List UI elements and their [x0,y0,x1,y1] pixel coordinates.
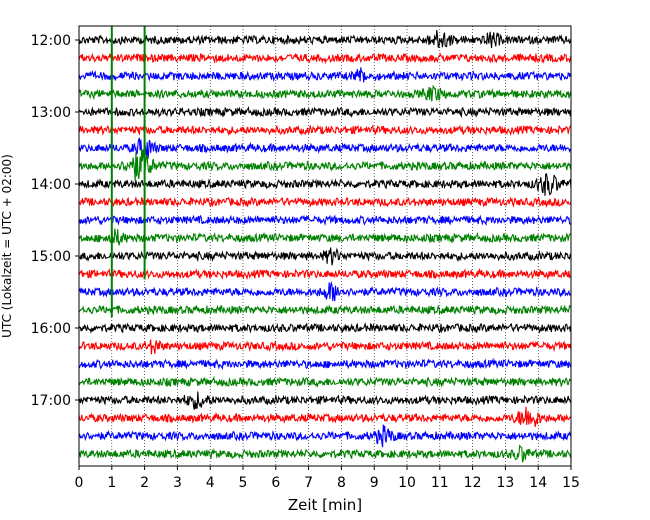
x-tick-label: 11 [431,475,449,491]
x-gridlines [111,26,539,466]
y-tick-label: 12:00 [31,33,71,49]
x-tick-label: 0 [75,475,84,491]
x-tick-label: 7 [304,475,313,491]
trace-line [78,84,572,102]
y-axis-ticks: 12:00 13:00 14:00 15:00 16:00 17:00 [31,33,79,409]
y-tick-label: 14:00 [31,177,71,193]
trace-line [78,149,572,181]
x-tick-label: 10 [398,475,416,491]
trace-line [78,52,572,65]
trace-line [78,391,572,410]
x-tick-label: 15 [562,475,580,491]
x-tick-label: 2 [140,475,149,491]
x-tick-label: 12 [464,475,482,491]
trace-line [78,137,572,161]
trace-line [78,105,572,119]
y-tick-label: 15:00 [31,249,71,265]
trace-line [78,444,572,463]
trace-line [78,267,572,281]
trace-line [78,357,572,371]
trace-line [78,195,572,208]
x-tick-label: 9 [370,475,379,491]
trace-line [78,228,572,246]
trace-line [78,172,572,196]
y-tick-label: 17:00 [31,393,71,409]
x-axis-label: Zeit [min] [288,496,362,514]
x-tick-label: 5 [239,475,248,491]
x-axis-ticks: 0 1 2 3 4 5 6 7 8 9 10 11 12 13 14 15 [75,466,580,491]
trace-line [78,67,572,83]
x-tick-label: 3 [173,475,182,491]
x-tick-label: 1 [107,475,116,491]
trace-line [78,280,572,302]
x-tick-label: 8 [337,475,346,491]
x-tick-label: 13 [496,475,514,491]
y-axis-label: UTC (Lokalzeit = UTC + 02:00) [0,154,14,338]
trace-line [78,247,572,266]
x-tick-label: 14 [529,475,547,491]
y-tick-label: 16:00 [31,321,71,337]
x-tick-label: 6 [271,475,280,491]
x-tick-label: 4 [206,475,215,491]
trace-line [78,424,572,448]
seismic-traces [78,29,572,463]
trace-line [78,29,572,49]
trace-line [78,124,572,137]
marker-lines [110,26,146,318]
trace-line [78,406,572,427]
y-tick-label: 13:00 [31,105,71,121]
plot-frame [78,25,572,467]
trace-line [78,339,572,355]
trace-line [78,214,572,227]
trace-line [78,375,572,388]
trace-line [78,304,572,316]
trace-line [78,321,572,335]
